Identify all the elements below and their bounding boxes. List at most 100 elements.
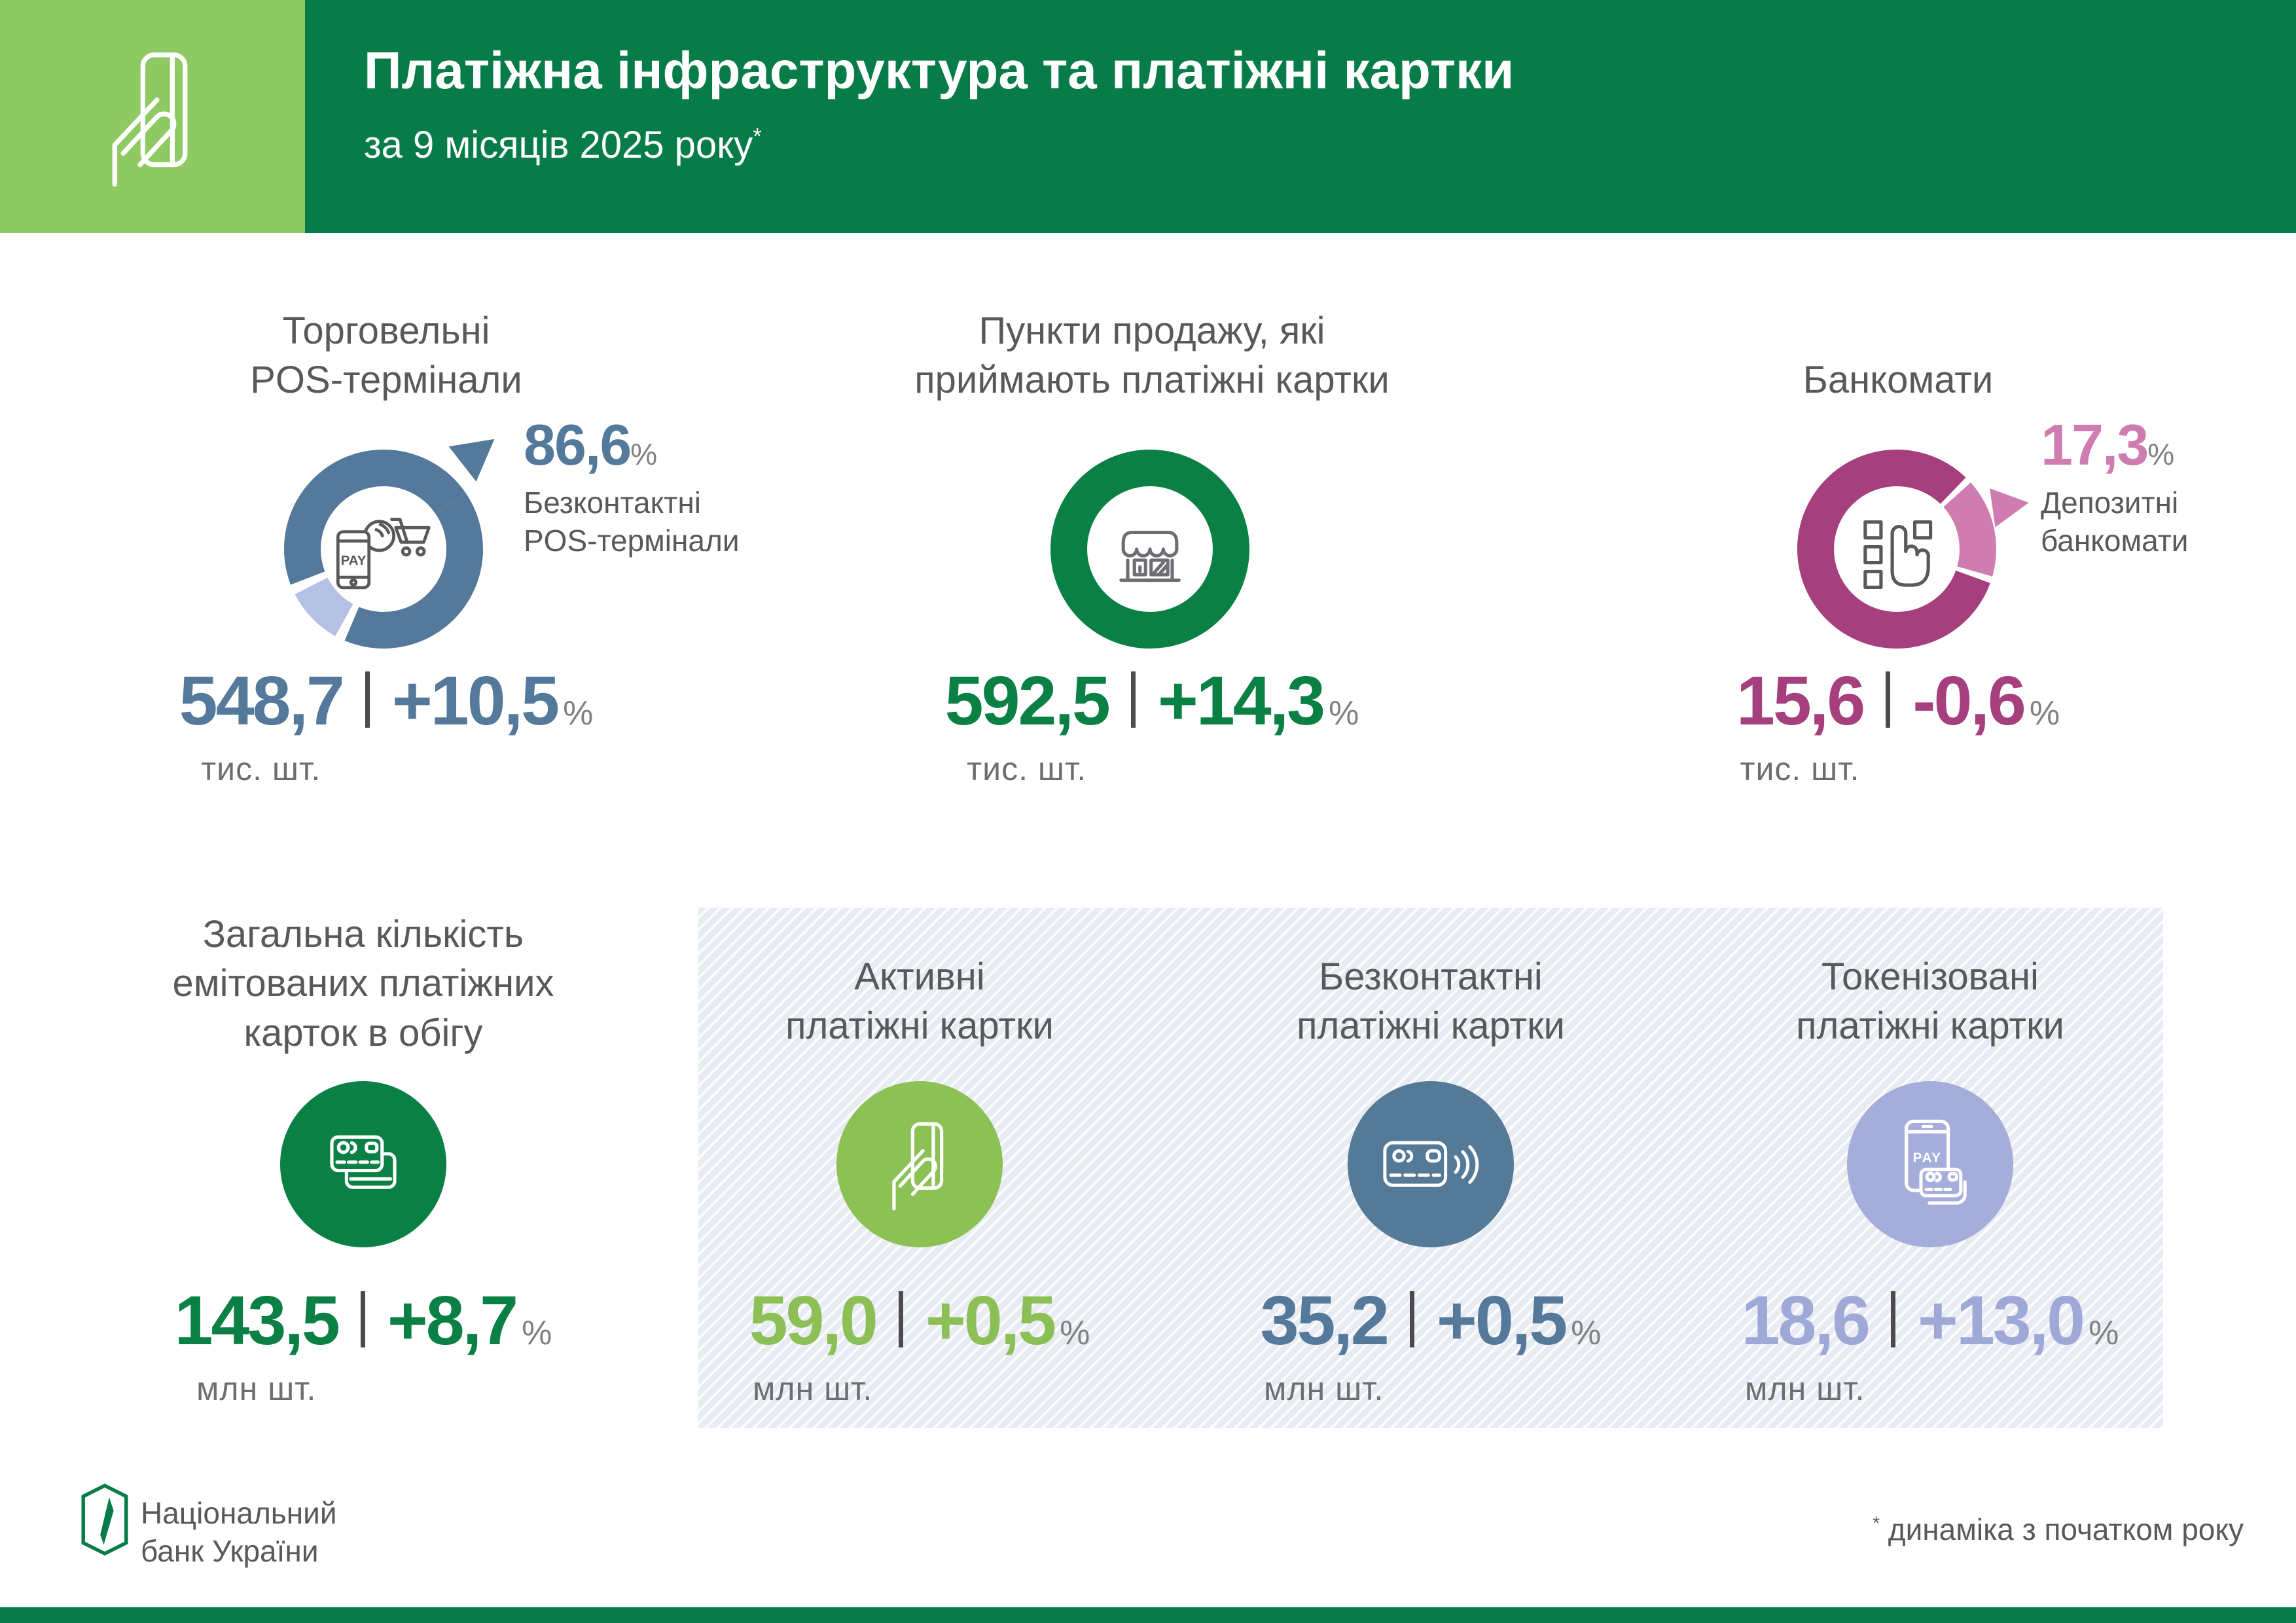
tokenized-delta-percent: % [2089, 1314, 2119, 1352]
divider [1409, 1291, 1414, 1347]
active-delta-number: +0,5 [925, 1282, 1056, 1359]
tokenized-cards-title: Токенізовані платіжні картки [1708, 952, 2153, 1051]
pos-stat: 548,7 тис. шт. +10,5% [85, 666, 687, 785]
pay-label: PAY [1913, 1150, 1942, 1166]
atm-title-line1: Банкомати [1803, 359, 1994, 401]
atm-delta-percent: % [2029, 694, 2060, 732]
contactless-cards-circle [1348, 1081, 1514, 1247]
points-of-sale-donut [1050, 450, 1249, 649]
points-panel-title: Пункти продажу, які приймають платіжні к… [831, 306, 1473, 405]
pos-delta-number: +10,5 [391, 662, 560, 740]
total-delta-number: +8,7 [387, 1282, 518, 1359]
total-value: 143,5 [174, 1282, 340, 1359]
divider [365, 671, 370, 728]
nbu-logo-icon [81, 1484, 128, 1556]
total-title-line3: карток в обігу [243, 1011, 483, 1054]
points-value: 592,5 [944, 662, 1111, 740]
contactless-delta-percent: % [1571, 1314, 1602, 1352]
total-delta-percent: % [522, 1314, 552, 1352]
atm-panel-title: Банкомати [1604, 355, 2193, 404]
two-cards-icon [330, 1135, 397, 1189]
footer-org-line2: банк України [141, 1533, 319, 1568]
contactless-card-icon [1383, 1141, 1479, 1187]
divider [360, 1291, 365, 1347]
tokenized-title-line2: платіжні картки [1796, 1005, 2064, 1048]
page-subtitle-text: за 9 місяців 2025 року [364, 124, 753, 166]
tokenized-unit: млн шт. [1745, 1370, 1865, 1407]
divider [1130, 671, 1136, 728]
points-title-line1: Пункти продажу, які [978, 310, 1325, 352]
pos-value: 548,7 [179, 662, 345, 740]
atm-value: 15,6 [1736, 662, 1865, 740]
footnote-asterisk: * [1873, 1512, 1880, 1533]
pos-callout: 86,6% Безконтактні POS-термінали [524, 416, 740, 560]
footer-org-line1: Національний [141, 1496, 337, 1530]
total-unit: млн шт. [196, 1370, 317, 1407]
atm-callout-label: Депозитні банкомати [2041, 484, 2188, 560]
bottom-accent-bar [0, 1607, 2296, 1623]
contactless-title-line2: платіжні картки [1297, 1005, 1565, 1048]
contactless-unit: млн шт. [1264, 1370, 1384, 1407]
active-delta: +0,5% [925, 1286, 1090, 1355]
divider [1886, 671, 1891, 728]
pos-delta-percent: % [563, 694, 594, 732]
footnote-text: динаміка з початком року [1888, 1512, 2244, 1546]
pos-terminals-donut [284, 450, 483, 649]
phone-pay-cards-icon: PAY [1905, 1119, 1967, 1205]
divider [898, 1291, 903, 1347]
hand-card-icon [112, 52, 188, 187]
pos-callout-number: 86,6 [524, 412, 632, 477]
contactless-title-line1: Безконтактні [1319, 955, 1543, 998]
phone-pay-cart-icon: PAY [336, 518, 431, 590]
atm-callout-percent: % [2147, 437, 2174, 471]
tokenized-title-line1: Токенізовані [1821, 955, 2039, 998]
total-title-line2: емітованих платіжних [172, 962, 554, 1005]
tokenized-cards-stat: 18,6 млн шт. +13,0% [1708, 1286, 2153, 1405]
tokenized-value: 18,6 [1741, 1282, 1871, 1359]
contactless-delta-number: +0,5 [1436, 1282, 1568, 1359]
points-delta-number: +14,3 [1157, 662, 1325, 740]
footer-org: Національний банк України [141, 1495, 337, 1570]
atm-callout-label2: банкомати [2041, 523, 2189, 558]
total-cards-stat: 143,5 млн шт. +8,7% [62, 1286, 664, 1405]
points-delta-percent: % [1329, 694, 1359, 732]
total-cards-title: Загальна кількість емітованих платіжних … [62, 910, 664, 1058]
active-cards-title: Активні платіжні картки [697, 952, 1142, 1051]
pos-callout-value: 86,6% [524, 416, 740, 474]
pos-title-line2: POS-термінали [250, 359, 522, 402]
header-logo-box [0, 0, 305, 233]
atm-callout-label1: Депозитні [2041, 486, 2179, 520]
points-delta: +14,3% [1158, 666, 1359, 736]
pay-label: PAY [341, 553, 367, 568]
atm-delta-number: -0,6 [1912, 662, 2026, 740]
atm-unit: тис. шт. [1740, 751, 1860, 787]
contactless-value: 35,2 [1260, 1282, 1390, 1359]
tokenized-delta-number: +13,0 [1917, 1282, 2085, 1359]
atm-keypad-hand-icon [1863, 520, 1933, 590]
contactless-cards-stat: 35,2 млн шт. +0,5% [1208, 1286, 1653, 1405]
tokenized-delta: +13,0% [1918, 1286, 2119, 1355]
pos-callout-label: Безконтактні POS-термінали [524, 484, 740, 560]
subtitle-asterisk: * [753, 124, 762, 150]
pos-delta: +10,5% [392, 666, 593, 736]
pos-callout-label2: POS-термінали [524, 523, 740, 558]
storefront-icon [1119, 530, 1181, 582]
active-value: 59,0 [749, 1282, 878, 1359]
contactless-delta: +0,5% [1437, 1286, 1602, 1355]
active-cards-stat: 59,0 млн шт. +0,5% [697, 1286, 1142, 1405]
points-stat: 592,5 тис. шт. +14,3% [831, 666, 1473, 785]
pos-panel-title: Торговельні POS-термінали [85, 306, 687, 405]
divider [1890, 1291, 1895, 1347]
pos-callout-percent: % [630, 437, 657, 471]
atm-callout-arrow-icon [1990, 483, 2032, 527]
pos-title-line1: Торговельні [282, 310, 490, 352]
header-band: Платіжна інфраструктура та платіжні карт… [0, 0, 2296, 233]
pos-callout-label1: Безконтактні [524, 486, 701, 520]
footnote: * динаміка з початком року [1873, 1512, 2244, 1547]
tokenized-cards-circle [1847, 1081, 2013, 1247]
atm-callout: 17,3% Депозитні банкомати [2041, 416, 2188, 560]
active-delta-percent: % [1060, 1314, 1090, 1352]
page-subtitle: за 9 місяців 2025 року* [364, 123, 762, 167]
total-title-line1: Загальна кількість [202, 913, 524, 955]
atm-donut [1797, 450, 1996, 649]
